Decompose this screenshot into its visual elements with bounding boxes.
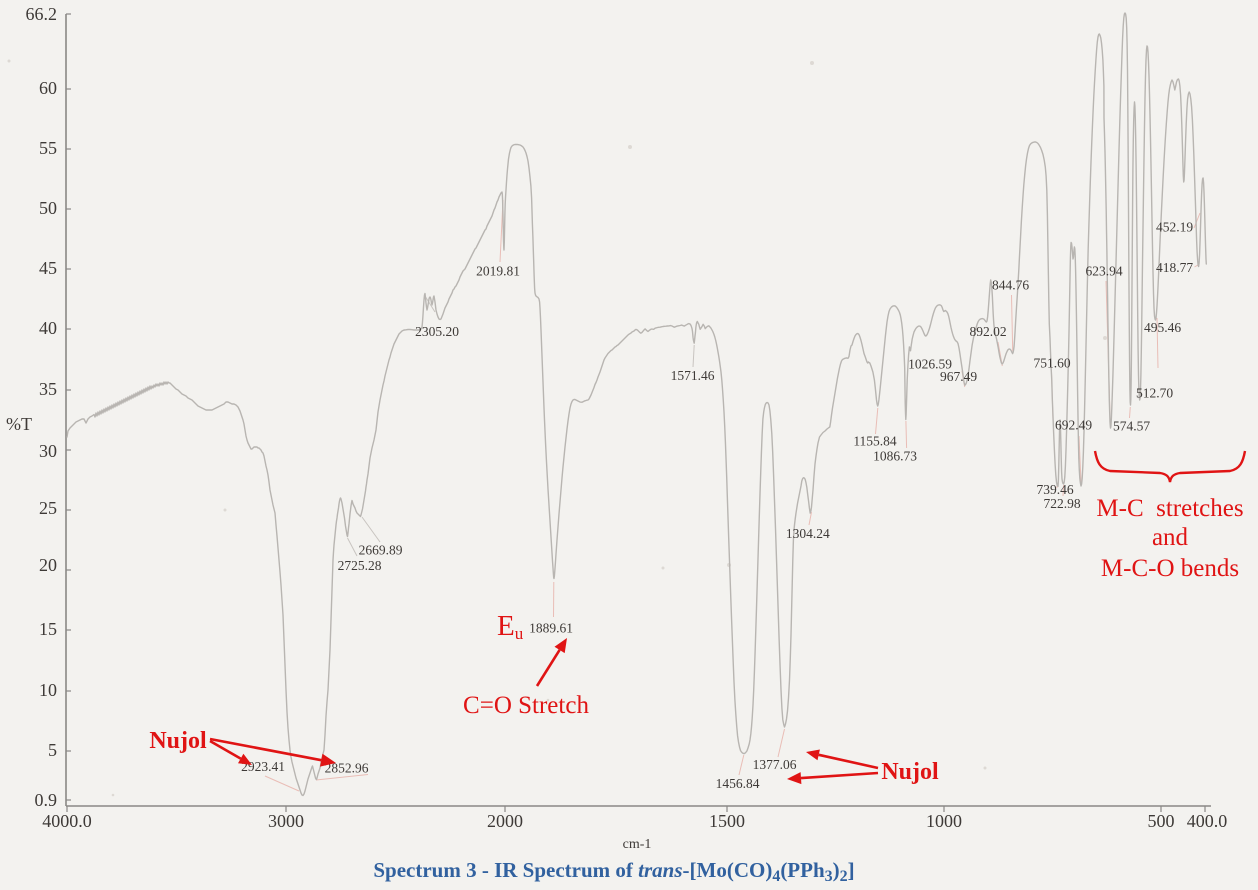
svg-text:2852.96: 2852.96 bbox=[325, 761, 369, 776]
svg-text:20: 20 bbox=[39, 555, 57, 575]
svg-text:1571.46: 1571.46 bbox=[671, 368, 715, 383]
svg-text:M-C stretches: M-C stretches bbox=[1096, 495, 1243, 522]
svg-text:Nujol: Nujol bbox=[149, 728, 207, 754]
svg-text:Nujol: Nujol bbox=[881, 759, 939, 785]
svg-text:M-C-O bends: M-C-O bends bbox=[1101, 555, 1239, 582]
svg-text:495.46: 495.46 bbox=[1144, 320, 1181, 335]
svg-text:967.49: 967.49 bbox=[940, 369, 977, 384]
svg-text:25: 25 bbox=[39, 498, 57, 518]
svg-text:1889.61: 1889.61 bbox=[529, 621, 573, 636]
svg-text:50: 50 bbox=[39, 198, 57, 218]
svg-text:751.60: 751.60 bbox=[1033, 356, 1070, 371]
svg-text:30: 30 bbox=[39, 441, 57, 461]
svg-text:1304.24: 1304.24 bbox=[786, 526, 830, 541]
svg-text:C=O Stretch: C=O Stretch bbox=[463, 692, 589, 719]
svg-text:%T: %T bbox=[6, 414, 32, 434]
svg-text:1026.59: 1026.59 bbox=[908, 357, 952, 372]
svg-text:844.76: 844.76 bbox=[992, 278, 1029, 293]
svg-text:1155.84: 1155.84 bbox=[853, 433, 897, 448]
svg-text:574.57: 574.57 bbox=[1113, 419, 1150, 434]
svg-text:400.0: 400.0 bbox=[1187, 811, 1228, 831]
svg-text:2000: 2000 bbox=[487, 811, 523, 831]
svg-text:40: 40 bbox=[39, 318, 57, 338]
svg-text:66.2: 66.2 bbox=[26, 4, 58, 24]
svg-text:1377.06: 1377.06 bbox=[753, 757, 797, 772]
svg-text:35: 35 bbox=[39, 379, 57, 399]
svg-text:452.19: 452.19 bbox=[1156, 220, 1193, 235]
svg-text:1500: 1500 bbox=[709, 811, 745, 831]
svg-text:1000: 1000 bbox=[926, 811, 962, 831]
svg-text:60: 60 bbox=[39, 78, 57, 98]
svg-text:2725.28: 2725.28 bbox=[338, 558, 382, 573]
svg-text:4000.0: 4000.0 bbox=[42, 811, 92, 831]
svg-text:3000: 3000 bbox=[268, 811, 304, 831]
svg-text:55: 55 bbox=[39, 138, 57, 158]
svg-text:739.46: 739.46 bbox=[1036, 482, 1073, 497]
svg-text:Spectrum 3 - IR Spectrum of tr: Spectrum 3 - IR Spectrum of trans-[Mo(CO… bbox=[373, 858, 854, 885]
svg-text:2305.20: 2305.20 bbox=[415, 324, 459, 339]
svg-text:418.77: 418.77 bbox=[1156, 260, 1193, 275]
svg-text:892.02: 892.02 bbox=[969, 324, 1006, 339]
svg-text:623.94: 623.94 bbox=[1085, 264, 1122, 279]
svg-text:722.98: 722.98 bbox=[1043, 496, 1080, 511]
svg-text:2669.89: 2669.89 bbox=[359, 543, 403, 558]
svg-text:10: 10 bbox=[39, 680, 57, 700]
svg-text:cm-1: cm-1 bbox=[623, 837, 652, 852]
svg-text:15: 15 bbox=[39, 619, 57, 639]
svg-text:0.9: 0.9 bbox=[35, 790, 58, 810]
svg-text:512.70: 512.70 bbox=[1136, 386, 1173, 401]
svg-text:45: 45 bbox=[39, 258, 57, 278]
svg-text:2019.81: 2019.81 bbox=[476, 264, 520, 279]
svg-text:1086.73: 1086.73 bbox=[873, 449, 917, 464]
svg-text:1456.84: 1456.84 bbox=[716, 776, 760, 791]
svg-text:692.49: 692.49 bbox=[1055, 418, 1092, 433]
svg-text:500: 500 bbox=[1148, 811, 1175, 831]
svg-text:5: 5 bbox=[48, 740, 57, 760]
svg-text:and: and bbox=[1152, 524, 1189, 551]
svg-text:2923.41: 2923.41 bbox=[241, 759, 285, 774]
